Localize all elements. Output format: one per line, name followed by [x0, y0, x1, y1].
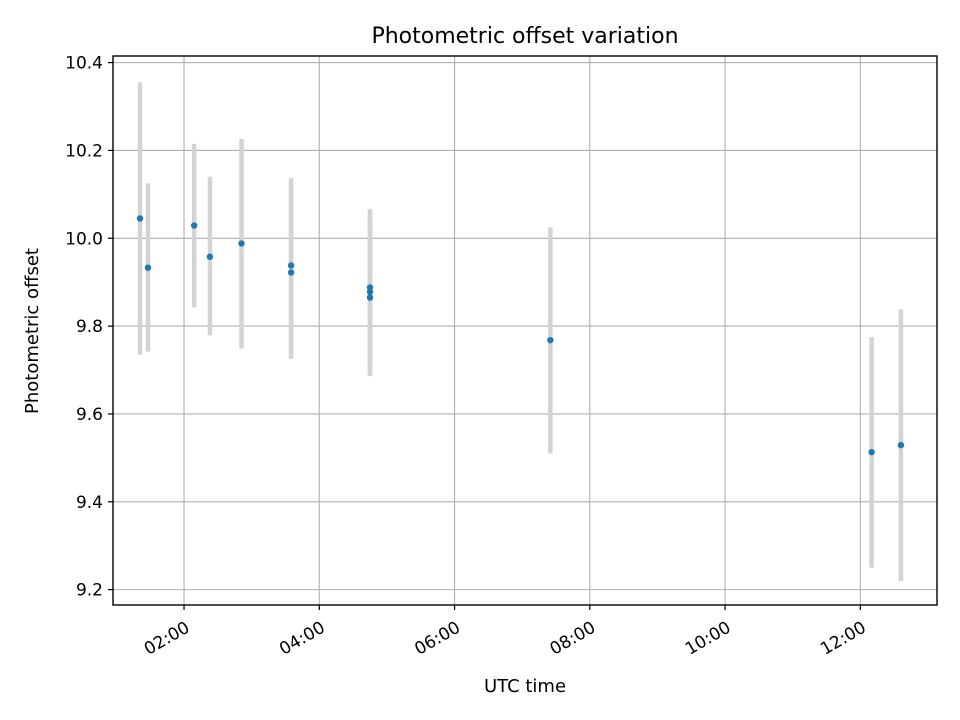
- y-tick-label: 9.4: [76, 493, 103, 513]
- data-point: [144, 264, 152, 271]
- y-tick-label: 10.4: [65, 54, 103, 74]
- chart-title: Photometric offset variation: [371, 24, 678, 49]
- y-tick-label: 9.6: [76, 405, 103, 425]
- y-tick-label: 9.2: [76, 581, 103, 601]
- y-tick-label: 10.0: [65, 229, 103, 249]
- data-point: [238, 240, 245, 247]
- data-point: [366, 288, 374, 296]
- data-point: [287, 269, 295, 276]
- data-point: [366, 294, 374, 301]
- data-point: [190, 222, 198, 229]
- data-point: [206, 253, 214, 260]
- data-point: [897, 441, 905, 449]
- grid: [113, 56, 937, 605]
- plot-frame: [112, 55, 938, 606]
- x-axis-label: UTC time: [484, 676, 566, 697]
- data-point: [868, 448, 875, 456]
- data-point: [366, 284, 374, 291]
- data-point: [547, 336, 554, 344]
- data-point: [287, 262, 295, 269]
- y-tick-label: 10.2: [65, 141, 103, 161]
- y-tick-label: 9.8: [76, 317, 103, 337]
- y-axis-label: Photometric offset: [22, 248, 43, 414]
- data-point: [136, 215, 144, 222]
- data-points: [136, 215, 905, 456]
